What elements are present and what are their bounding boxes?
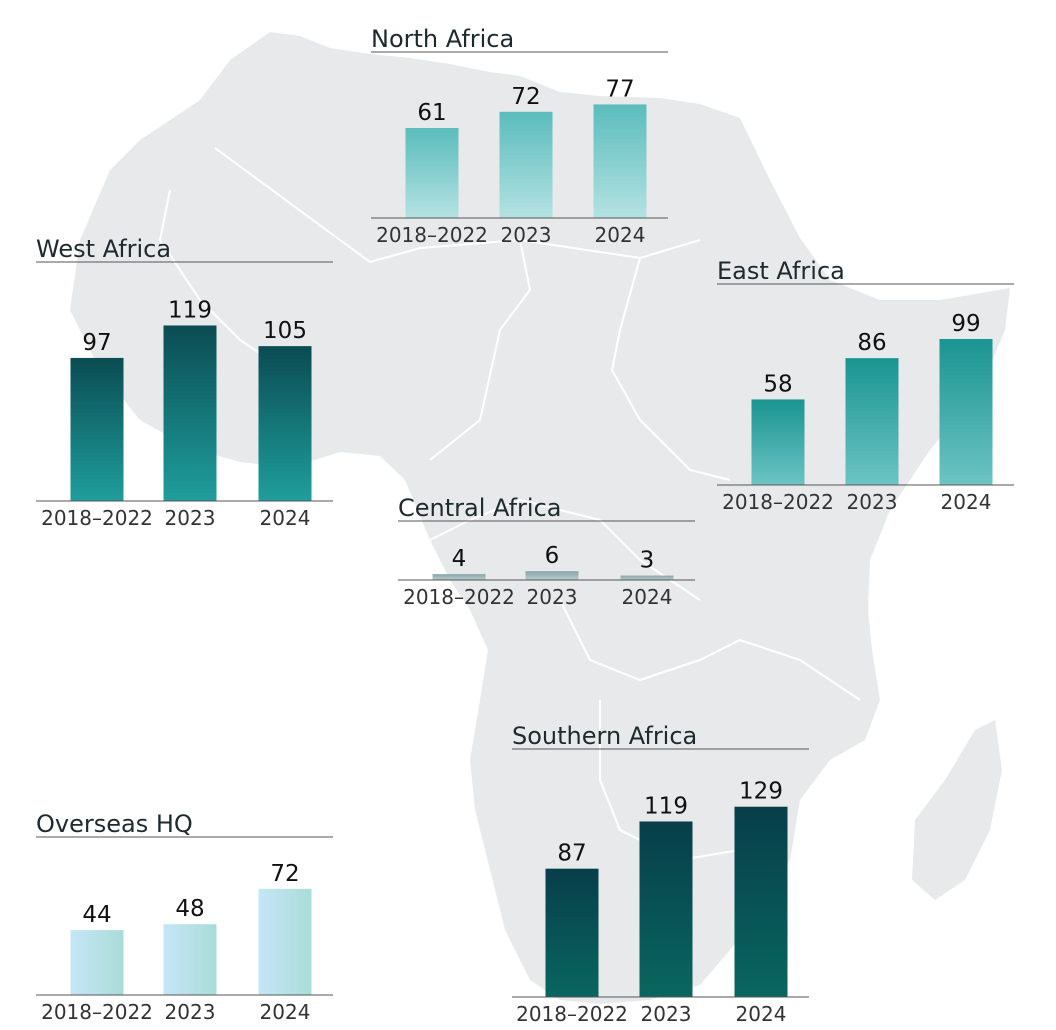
- southern-africa-chart: Southern Africa 87 2018–2022 119 2023 129 2024: [512, 722, 809, 1026]
- east-africa-value-label: 58: [763, 371, 792, 397]
- east-africa-chart: East Africa 58 2018–2022 86 2023 99 2024: [717, 257, 1014, 514]
- west-africa-value-label: 105: [263, 318, 307, 344]
- north-africa-value-label: 77: [605, 76, 634, 102]
- overseas-hq-value-label: 72: [270, 861, 299, 887]
- west-africa-tick-label: 2018–2022: [41, 506, 153, 530]
- central-africa-value-label: 4: [452, 546, 467, 572]
- southern-africa-value-label: 119: [644, 793, 688, 819]
- southern-africa-title: Southern Africa: [512, 722, 697, 750]
- west-africa-value-label: 119: [168, 297, 212, 323]
- southern-africa-value-label: 87: [557, 841, 586, 867]
- central-africa-bar-2024: [620, 575, 674, 580]
- overseas-hq-tick-label: 2024: [260, 1000, 311, 1024]
- africa-map-silhouette: [70, 32, 1010, 1004]
- overseas-hq-bar-2018-2022: [70, 930, 124, 995]
- madagascar-silhouette: [912, 720, 1002, 900]
- west-africa-title: West Africa: [36, 235, 171, 263]
- overseas-hq-value-label: 44: [82, 902, 111, 928]
- north-africa-bar-2024: [593, 104, 647, 218]
- east-africa-bar-2023: [845, 358, 899, 485]
- north-africa-value-label: 72: [511, 84, 540, 110]
- west-africa-tick-label: 2023: [165, 506, 216, 530]
- southern-africa-bar-2024: [734, 806, 788, 997]
- overseas-hq-tick-label: 2018–2022: [41, 1000, 153, 1024]
- central-africa-tick-label: 2018–2022: [403, 585, 515, 609]
- overseas-hq-title: Overseas HQ: [36, 810, 193, 838]
- central-africa-bar-2018-2022: [432, 574, 486, 580]
- north-africa-tick-label: 2018–2022: [376, 223, 488, 247]
- west-africa-bar-2023: [163, 325, 217, 501]
- central-africa-bar-2023: [525, 571, 579, 580]
- southern-africa-tick-label: 2023: [641, 1002, 692, 1026]
- overseas-hq-bar-2024: [258, 888, 312, 995]
- north-africa-bar-2023: [499, 111, 553, 218]
- southern-africa-value-label: 129: [739, 779, 783, 805]
- overseas-hq-tick-label: 2023: [165, 1000, 216, 1024]
- central-africa-tick-label: 2024: [622, 585, 673, 609]
- central-africa-tick-label: 2023: [527, 585, 578, 609]
- west-africa-tick-label: 2024: [260, 506, 311, 530]
- east-africa-value-label: 86: [857, 330, 886, 356]
- north-africa-value-label: 61: [417, 100, 446, 126]
- west-africa-value-label: 97: [82, 330, 111, 356]
- west-africa-chart: West Africa 97 2018–2022 119 2023 105 2024: [36, 235, 333, 530]
- central-africa-chart: Central Africa 4 2018–2022 6 2023 3 2024: [398, 494, 695, 609]
- southern-africa-bar-2018-2022: [545, 868, 599, 997]
- north-africa-tick-label: 2023: [501, 223, 552, 247]
- north-africa-title: North Africa: [371, 25, 514, 53]
- central-africa-value-label: 3: [640, 548, 655, 574]
- east-africa-tick-label: 2023: [847, 490, 898, 514]
- southern-africa-tick-label: 2024: [736, 1002, 787, 1026]
- country-borders: [158, 147, 861, 862]
- east-africa-tick-label: 2024: [941, 490, 992, 514]
- overseas-hq-bar-2023: [163, 924, 217, 995]
- southern-africa-tick-label: 2018–2022: [516, 1002, 628, 1026]
- east-africa-value-label: 99: [951, 311, 980, 337]
- southern-africa-bar-2023: [639, 821, 693, 997]
- central-africa-value-label: 6: [545, 543, 560, 569]
- east-africa-tick-label: 2018–2022: [722, 490, 834, 514]
- east-africa-bar-2018-2022: [751, 399, 805, 485]
- overseas-hq-chart: Overseas HQ 44 2018–2022 48 2023 72 2024: [36, 810, 333, 1024]
- west-africa-bar-2018-2022: [70, 357, 124, 501]
- central-africa-title: Central Africa: [398, 494, 561, 522]
- west-africa-bar-2024: [258, 346, 312, 501]
- east-africa-title: East Africa: [717, 257, 845, 285]
- north-africa-chart: North Africa 61 2018–2022 72 2023 77 2024: [371, 25, 668, 247]
- overseas-hq-value-label: 48: [175, 896, 204, 922]
- east-africa-bar-2024: [939, 338, 993, 485]
- north-africa-bar-2018-2022: [405, 128, 459, 218]
- north-africa-tick-label: 2024: [595, 223, 646, 247]
